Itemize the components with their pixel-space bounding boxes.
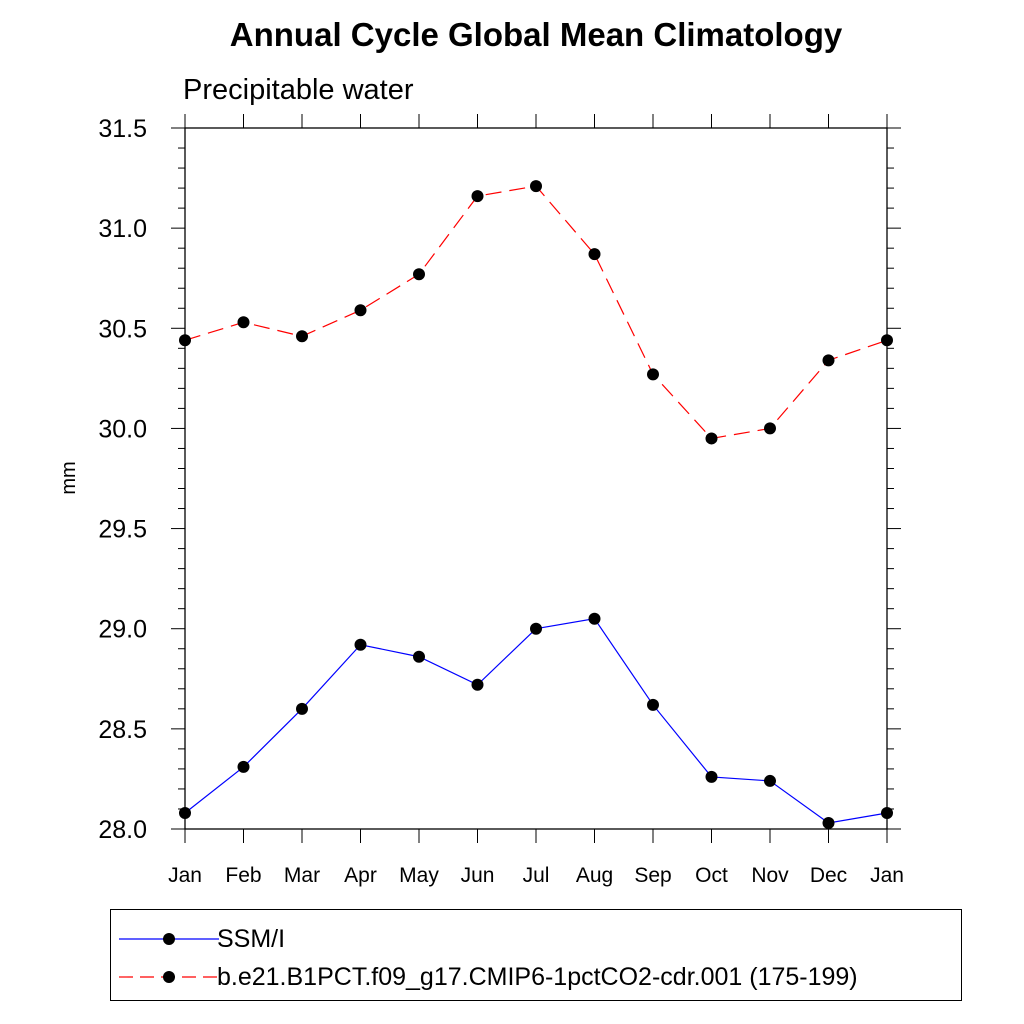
x-tick-label: Jul [523, 864, 550, 887]
data-point-s0-1 [237, 760, 250, 773]
legend-item-model: b.e21.B1PCT.f09_g17.CMIP6-1pctCO2-cdr.00… [111, 960, 961, 994]
y-tick-label: 28.5 [98, 716, 147, 744]
x-tick-label: Apr [344, 864, 377, 887]
x-tick-label: Dec [810, 864, 847, 887]
x-tick-label: Mar [284, 864, 320, 887]
x-tick-label: Feb [225, 864, 261, 887]
data-point-s0-12 [881, 806, 893, 819]
y-axis-ticks [171, 127, 901, 830]
y-tick-label: 31.5 [98, 115, 147, 143]
data-point-s0-5 [471, 678, 484, 691]
y-axis-tick-labels: 28.0 28.5 29.0 29.5 30.0 30.5 31.0 31.5 [98, 115, 147, 844]
chart-subtitle: Precipitable water [183, 74, 414, 106]
legend-label-model: b.e21.B1PCT.f09_g17.CMIP6-1pctCO2-cdr.00… [217, 963, 858, 991]
y-tick-label: 31.0 [98, 215, 147, 243]
data-point-s1-12 [881, 334, 893, 347]
x-axis-ticks [184, 114, 888, 843]
y-tick-label: 30.5 [98, 315, 147, 343]
series-layer [179, 180, 893, 829]
data-point-s1-9 [705, 432, 718, 445]
data-point-s0-0 [179, 806, 191, 819]
x-tick-label: Jun [461, 864, 495, 887]
y-tick-label: 29.5 [98, 516, 147, 544]
data-point-s1-10 [764, 422, 776, 435]
y-tick-label: 29.0 [98, 616, 147, 644]
legend-swatch-ssmi [119, 933, 219, 945]
legend-item-ssmi: SSM/I [111, 922, 961, 956]
x-tick-label: Jan [870, 864, 904, 887]
legend-swatch-model [119, 971, 219, 983]
x-tick-label: Oct [695, 864, 728, 887]
data-point-s1-5 [471, 190, 484, 203]
data-point-s1-1 [237, 316, 250, 329]
legend-label-ssmi: SSM/I [217, 925, 286, 953]
chart-title: Annual Cycle Global Mean Climatology [230, 16, 843, 53]
data-point-s0-4 [413, 650, 425, 663]
data-point-s0-9 [705, 770, 718, 783]
x-tick-label: Jan [168, 864, 202, 887]
data-point-s1-6 [530, 180, 542, 193]
legend-marker-ssmi [163, 933, 175, 945]
data-point-s1-2 [296, 330, 308, 343]
plot-frame [184, 127, 888, 830]
data-point-s1-0 [179, 334, 191, 347]
legend: SSM/I b.e21.B1PCT.f09_g17.CMIP6-1pctCO2-… [110, 909, 962, 1001]
data-point-s1-8 [647, 368, 659, 381]
data-point-s0-6 [530, 622, 542, 635]
data-point-s0-2 [296, 702, 308, 715]
data-point-s0-10 [764, 774, 776, 787]
series-line-1 [184, 185, 888, 440]
x-axis-tick-labels: Jan Feb Mar Apr May Jun Jul Aug Sep Oct Nov Dec Jan [168, 864, 904, 887]
data-point-s0-11 [822, 816, 835, 829]
x-tick-label: May [399, 864, 439, 887]
legend-marker-model [163, 971, 175, 983]
data-point-s1-4 [413, 268, 425, 281]
data-point-s1-11 [822, 354, 835, 367]
data-point-s1-7 [588, 248, 601, 261]
x-tick-label: Aug [576, 864, 613, 887]
data-point-s0-3 [354, 638, 367, 651]
x-tick-label: Nov [751, 864, 789, 887]
y-tick-label: 28.0 [98, 816, 147, 844]
data-point-s0-8 [647, 698, 659, 711]
y-axis-label: mm [58, 461, 80, 494]
series-line-0 [184, 618, 888, 824]
y-tick-label: 30.0 [98, 415, 147, 443]
data-point-s0-7 [588, 612, 601, 625]
data-point-s1-3 [354, 304, 367, 317]
x-tick-label: Sep [634, 864, 671, 887]
